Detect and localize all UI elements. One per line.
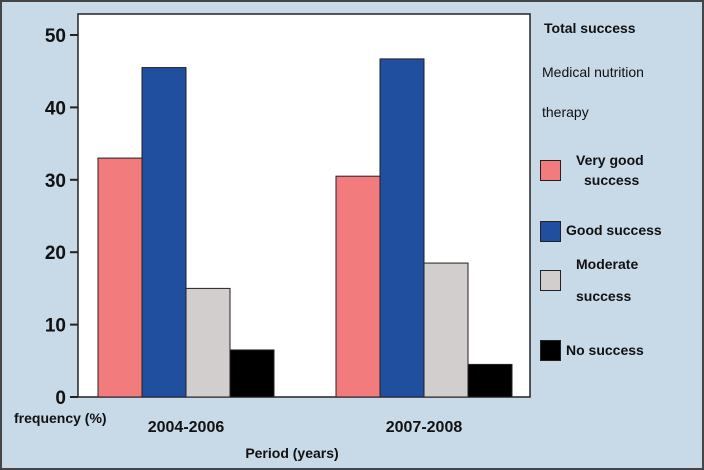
bar-2004-2006-no-success: [229, 349, 275, 398]
legend-label-moderate-line-2: success: [576, 288, 632, 304]
bar-2004-2006-good-success: [141, 67, 187, 398]
y-tick-label: 30: [45, 171, 66, 192]
x-axis-label: Period (years): [245, 445, 338, 461]
bar-2007-2008-moderate-success: [423, 262, 469, 398]
bar-2004-2006-moderate-success: [185, 287, 231, 398]
y-tick-label: 40: [45, 98, 66, 119]
legend-swatch-very-good-success: [540, 160, 561, 181]
legend-swatch-no-success: [540, 340, 561, 361]
legend-label-moderate-line-1: Moderate: [576, 256, 639, 272]
x-tick-label: 2004-2006: [148, 419, 225, 436]
bar-2004-2006-very-good-success: [97, 157, 143, 398]
bar-2007-2008-good-success: [379, 58, 425, 398]
y-tick-label: 10: [45, 316, 66, 337]
y-tick-label: 20: [45, 243, 66, 264]
legend-label-good-success: Good success: [566, 222, 662, 238]
bar-2007-2008-very-good-success: [335, 175, 381, 398]
legend-swatch-good-success: [540, 221, 561, 242]
legend-title-line-1: Total success: [544, 20, 636, 36]
legend-label-very-good-line-1: Very good: [576, 152, 644, 168]
y-tick-label: 50: [45, 26, 66, 47]
legend-label-very-good-line-2: success: [584, 172, 640, 188]
x-tick-label: 2007-2008: [386, 419, 463, 436]
legend-label-no-success: No success: [566, 342, 644, 358]
legend-title-line-3: therapy: [542, 104, 589, 120]
bar-2007-2008-no-success: [467, 363, 513, 398]
y-tick-label: 0: [55, 388, 66, 409]
legend-swatch-moderate-success: [540, 270, 561, 291]
y-axis-label: frequency (%): [14, 410, 107, 426]
legend-title-line-2: Medical nutrition: [542, 64, 644, 80]
